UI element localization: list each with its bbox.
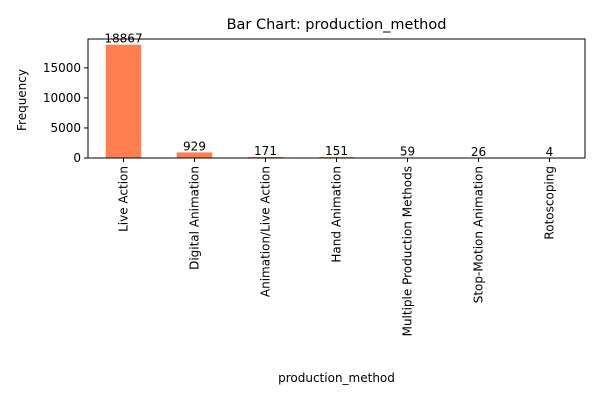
bar <box>247 156 284 158</box>
bar-data-label: 929 <box>183 139 206 153</box>
chart-title: Bar Chart: production_method <box>227 17 447 33</box>
y-axis-label: Frequency <box>15 69 29 131</box>
bar-data-label: 151 <box>325 144 348 158</box>
y-tick-label: 0 <box>73 151 81 165</box>
x-tick-label: Animation/Live Action <box>259 166 273 297</box>
bar-data-label: 171 <box>254 144 277 158</box>
x-tick-label: Multiple Production Methods <box>401 166 415 336</box>
x-tick-label: Digital Animation <box>188 166 202 270</box>
x-tick-label: Hand Animation <box>330 166 344 263</box>
x-tick-label: Live Action <box>117 166 131 232</box>
bar <box>105 44 142 158</box>
bar-data-label: 4 <box>546 145 554 159</box>
x-tick-label: Rotoscoping <box>543 166 557 240</box>
x-axis-label: production_method <box>278 371 395 385</box>
y-tick-label: 15000 <box>43 61 81 75</box>
plot-frame <box>87 38 586 159</box>
bar <box>176 152 213 158</box>
bar-data-label: 59 <box>400 145 415 159</box>
y-tick-label: 10000 <box>43 91 81 105</box>
y-tick-label: 5000 <box>50 121 81 135</box>
bar-data-label: 26 <box>471 145 486 159</box>
x-tick-label: Stop-Motion Animation <box>472 166 486 303</box>
